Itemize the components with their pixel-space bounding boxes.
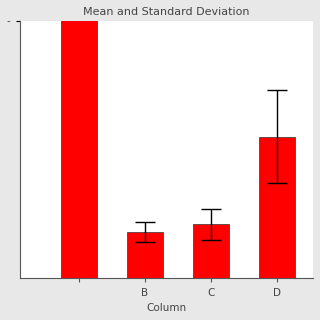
Title: Mean and Standard Deviation: Mean and Standard Deviation: [83, 7, 250, 17]
Bar: [259, 137, 295, 278]
Bar: [61, 0, 97, 278]
Bar: [127, 232, 163, 278]
X-axis label: Column: Column: [146, 303, 187, 313]
Bar: [193, 224, 229, 278]
